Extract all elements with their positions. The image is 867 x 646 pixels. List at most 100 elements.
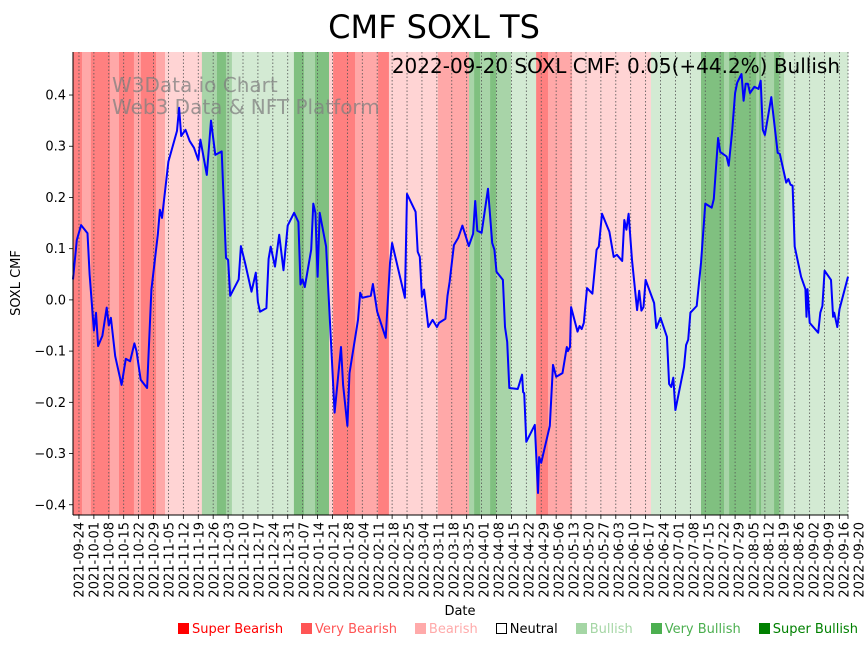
zone-band-super-bullish: [701, 52, 725, 515]
zone-band-super-bullish: [474, 52, 481, 515]
legend-item-bullish: Bullish: [575, 622, 633, 637]
x-tick-label: 2022-09-09: [822, 522, 837, 598]
legend-item-bearish: Bearish: [414, 622, 478, 637]
x-tick-label: 2022-02-04: [357, 522, 372, 598]
x-tick-label: 2022-03-18: [447, 522, 462, 598]
x-tick-label: 2021-10-29: [147, 522, 162, 598]
x-tick-label: 2022-08-12: [762, 522, 777, 598]
x-tick-label: 2021-12-17: [252, 522, 267, 598]
x-tick-label: 2021-12-24: [267, 522, 282, 598]
legend-item-super-bullish: Super Bullish: [758, 622, 858, 637]
x-tick-label: 2022-06-24: [657, 522, 672, 598]
zone-band-very-bearish: [355, 52, 379, 515]
x-tick-label: 2022-07-08: [687, 522, 702, 598]
x-tick-label: 2022-09-02: [807, 522, 822, 598]
x-tick-label: 2022-05-13: [567, 522, 582, 598]
zone-band-bearish: [572, 52, 652, 515]
zone-band-super-bearish: [378, 52, 390, 515]
legend-label: Super Bullish: [772, 622, 858, 637]
zone-band-very-bullish: [756, 52, 760, 515]
axes: 2021-09-24 2021-10-01 2021-10-08 2021-10-15…: [34, 52, 867, 598]
x-tick-label: 2022-03-25: [462, 522, 477, 598]
legend-swatch: [178, 623, 189, 634]
x-tick-label: 2022-04-29: [537, 522, 552, 598]
legend-item-very-bullish: Very Bullish: [650, 622, 741, 637]
zone-band-very-bearish: [81, 52, 92, 515]
legend-swatch: [414, 623, 426, 634]
zone-band-super-bullish: [729, 52, 757, 515]
x-tick-label: 2022-07-22: [717, 522, 732, 598]
x-tick-label: 2022-03-04: [417, 522, 432, 598]
x-tick-label: 2022-04-01: [477, 522, 492, 598]
zone-band-very-bullish: [303, 52, 316, 515]
x-tick-label: 2022-08-26: [792, 522, 807, 598]
x-tick-label: 2022-04-08: [492, 522, 507, 598]
zone-band-very-bearish: [133, 52, 142, 515]
zone-band-bearish: [329, 52, 334, 515]
y-axis-label: SOXL CMF: [9, 250, 24, 316]
zone-band-very-bearish: [110, 52, 120, 515]
x-tick-label: 2022-03-11: [432, 522, 447, 598]
zone-band-very-bullish: [779, 52, 785, 515]
zone-band-super-bearish: [73, 52, 83, 515]
zone-band-very-bullish: [480, 52, 491, 515]
zone-band-bullish: [650, 52, 702, 515]
legend-swatch: [758, 623, 770, 634]
x-tick-label: 2021-12-03: [222, 522, 237, 598]
legend-item-neutral: Neutral: [495, 622, 558, 637]
x-tick-label: 2022-05-06: [552, 522, 567, 598]
legend-swatch: [575, 623, 587, 634]
x-tick-label: 2022-06-10: [627, 522, 642, 598]
legend-swatch: [650, 623, 662, 634]
watermark-line-2: Web3 Data & NFT Platform: [112, 95, 380, 119]
x-tick-label: 2022-01-21: [327, 522, 342, 598]
x-tick-label: 2022-07-15: [702, 522, 717, 598]
y-tick-label: 0.0: [45, 293, 66, 308]
legend-label: Very Bearish: [315, 622, 397, 637]
zone-band-super-bearish: [536, 52, 549, 515]
legend-item-very-bearish: Very Bearish: [301, 622, 397, 637]
x-tick-label: 2021-11-05: [162, 522, 177, 598]
x-tick-label: 2022-04-22: [522, 522, 537, 598]
y-tick-label: −0.3: [34, 447, 66, 462]
zone-band-bearish: [388, 52, 439, 515]
x-tick-label: 2022-07-29: [732, 522, 747, 598]
y-tick-label: 0.2: [45, 191, 66, 206]
zone-band-super-bullish: [759, 52, 762, 515]
legend-swatch: [301, 623, 313, 634]
legend-label: Very Bullish: [664, 622, 741, 637]
zone-band-super-bullish: [774, 52, 780, 515]
x-tick-label: 2021-10-15: [117, 522, 132, 598]
y-tick-label: 0.4: [45, 89, 66, 104]
x-tick-label: 2022-01-07: [297, 522, 312, 598]
x-tick-label: 2021-09-24: [72, 522, 87, 598]
legend-label: Super Bearish: [192, 622, 284, 637]
x-tick-label: 2022-09-20: [852, 522, 867, 598]
zone-band-super-bearish: [119, 52, 135, 515]
series-layer: [72, 73, 849, 494]
x-tick-label: 2022-01-28: [342, 522, 357, 598]
y-tick-label: 0.3: [45, 140, 66, 155]
zone-band-very-bullish: [724, 52, 730, 515]
zone-band-very-bullish: [469, 52, 475, 515]
x-tick-label: 2022-08-19: [777, 522, 792, 598]
legend-label: Bearish: [428, 622, 478, 637]
x-tick-label: 2022-05-20: [582, 522, 597, 598]
legend-label: Bullish: [589, 622, 633, 637]
x-tick-label: 2021-10-01: [87, 522, 102, 598]
zone-band-very-bullish: [761, 52, 775, 515]
zone-band-super-bullish: [217, 52, 227, 515]
x-tick-label: 2022-01-14: [312, 522, 327, 598]
x-tick-label: 2021-10-22: [132, 522, 147, 598]
y-tick-label: −0.2: [34, 396, 66, 411]
y-tick-label: 0.1: [45, 242, 66, 257]
zone-band-super-bearish: [333, 52, 356, 515]
x-tick-label: 2022-06-03: [612, 522, 627, 598]
x-axis-label: Date: [444, 604, 475, 619]
x-tick-label: 2022-02-25: [402, 522, 417, 598]
zone-band-super-bullish: [315, 52, 330, 515]
x-tick-label: 2022-04-15: [507, 522, 522, 598]
zone-band-very-bearish: [437, 52, 470, 515]
status-annotation: 2022-09-20 SOXL CMF: 0.05(+44.2%) Bullis…: [392, 54, 840, 78]
